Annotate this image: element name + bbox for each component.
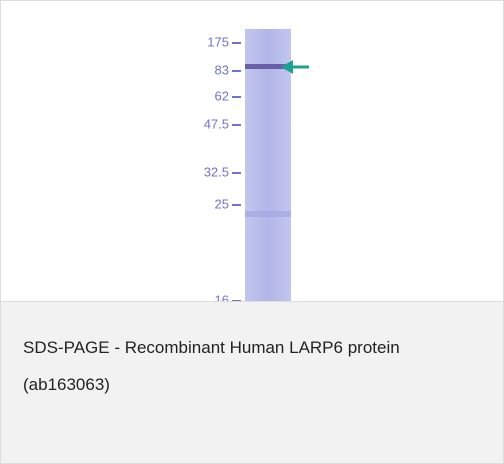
figure-image: 175 83 62 47.5 32.5 25 16: [1, 1, 503, 302]
gel: 175 83 62 47.5 32.5 25 16: [1, 1, 503, 301]
figure-panel: 175 83 62 47.5 32.5 25 16 SDS-PAGE - Recombina…: [0, 0, 504, 464]
marker-label: 175: [207, 34, 229, 49]
gel-lane: [245, 29, 291, 301]
caption-line: SDS-PAGE - Recombinant Human LARP6 prote…: [23, 338, 400, 358]
caption: SDS-PAGE - Recombinant Human LARP6 prote…: [1, 302, 503, 463]
marker-label: 16: [215, 292, 229, 301]
marker-label: 62: [215, 88, 229, 103]
marker-label: 47.5: [204, 116, 229, 131]
marker-label: 32.5: [204, 164, 229, 179]
marker-label: 83: [215, 62, 229, 77]
marker-label: 25: [215, 196, 229, 211]
caption-line: (ab163063): [23, 375, 110, 395]
faint-band: [245, 211, 291, 217]
